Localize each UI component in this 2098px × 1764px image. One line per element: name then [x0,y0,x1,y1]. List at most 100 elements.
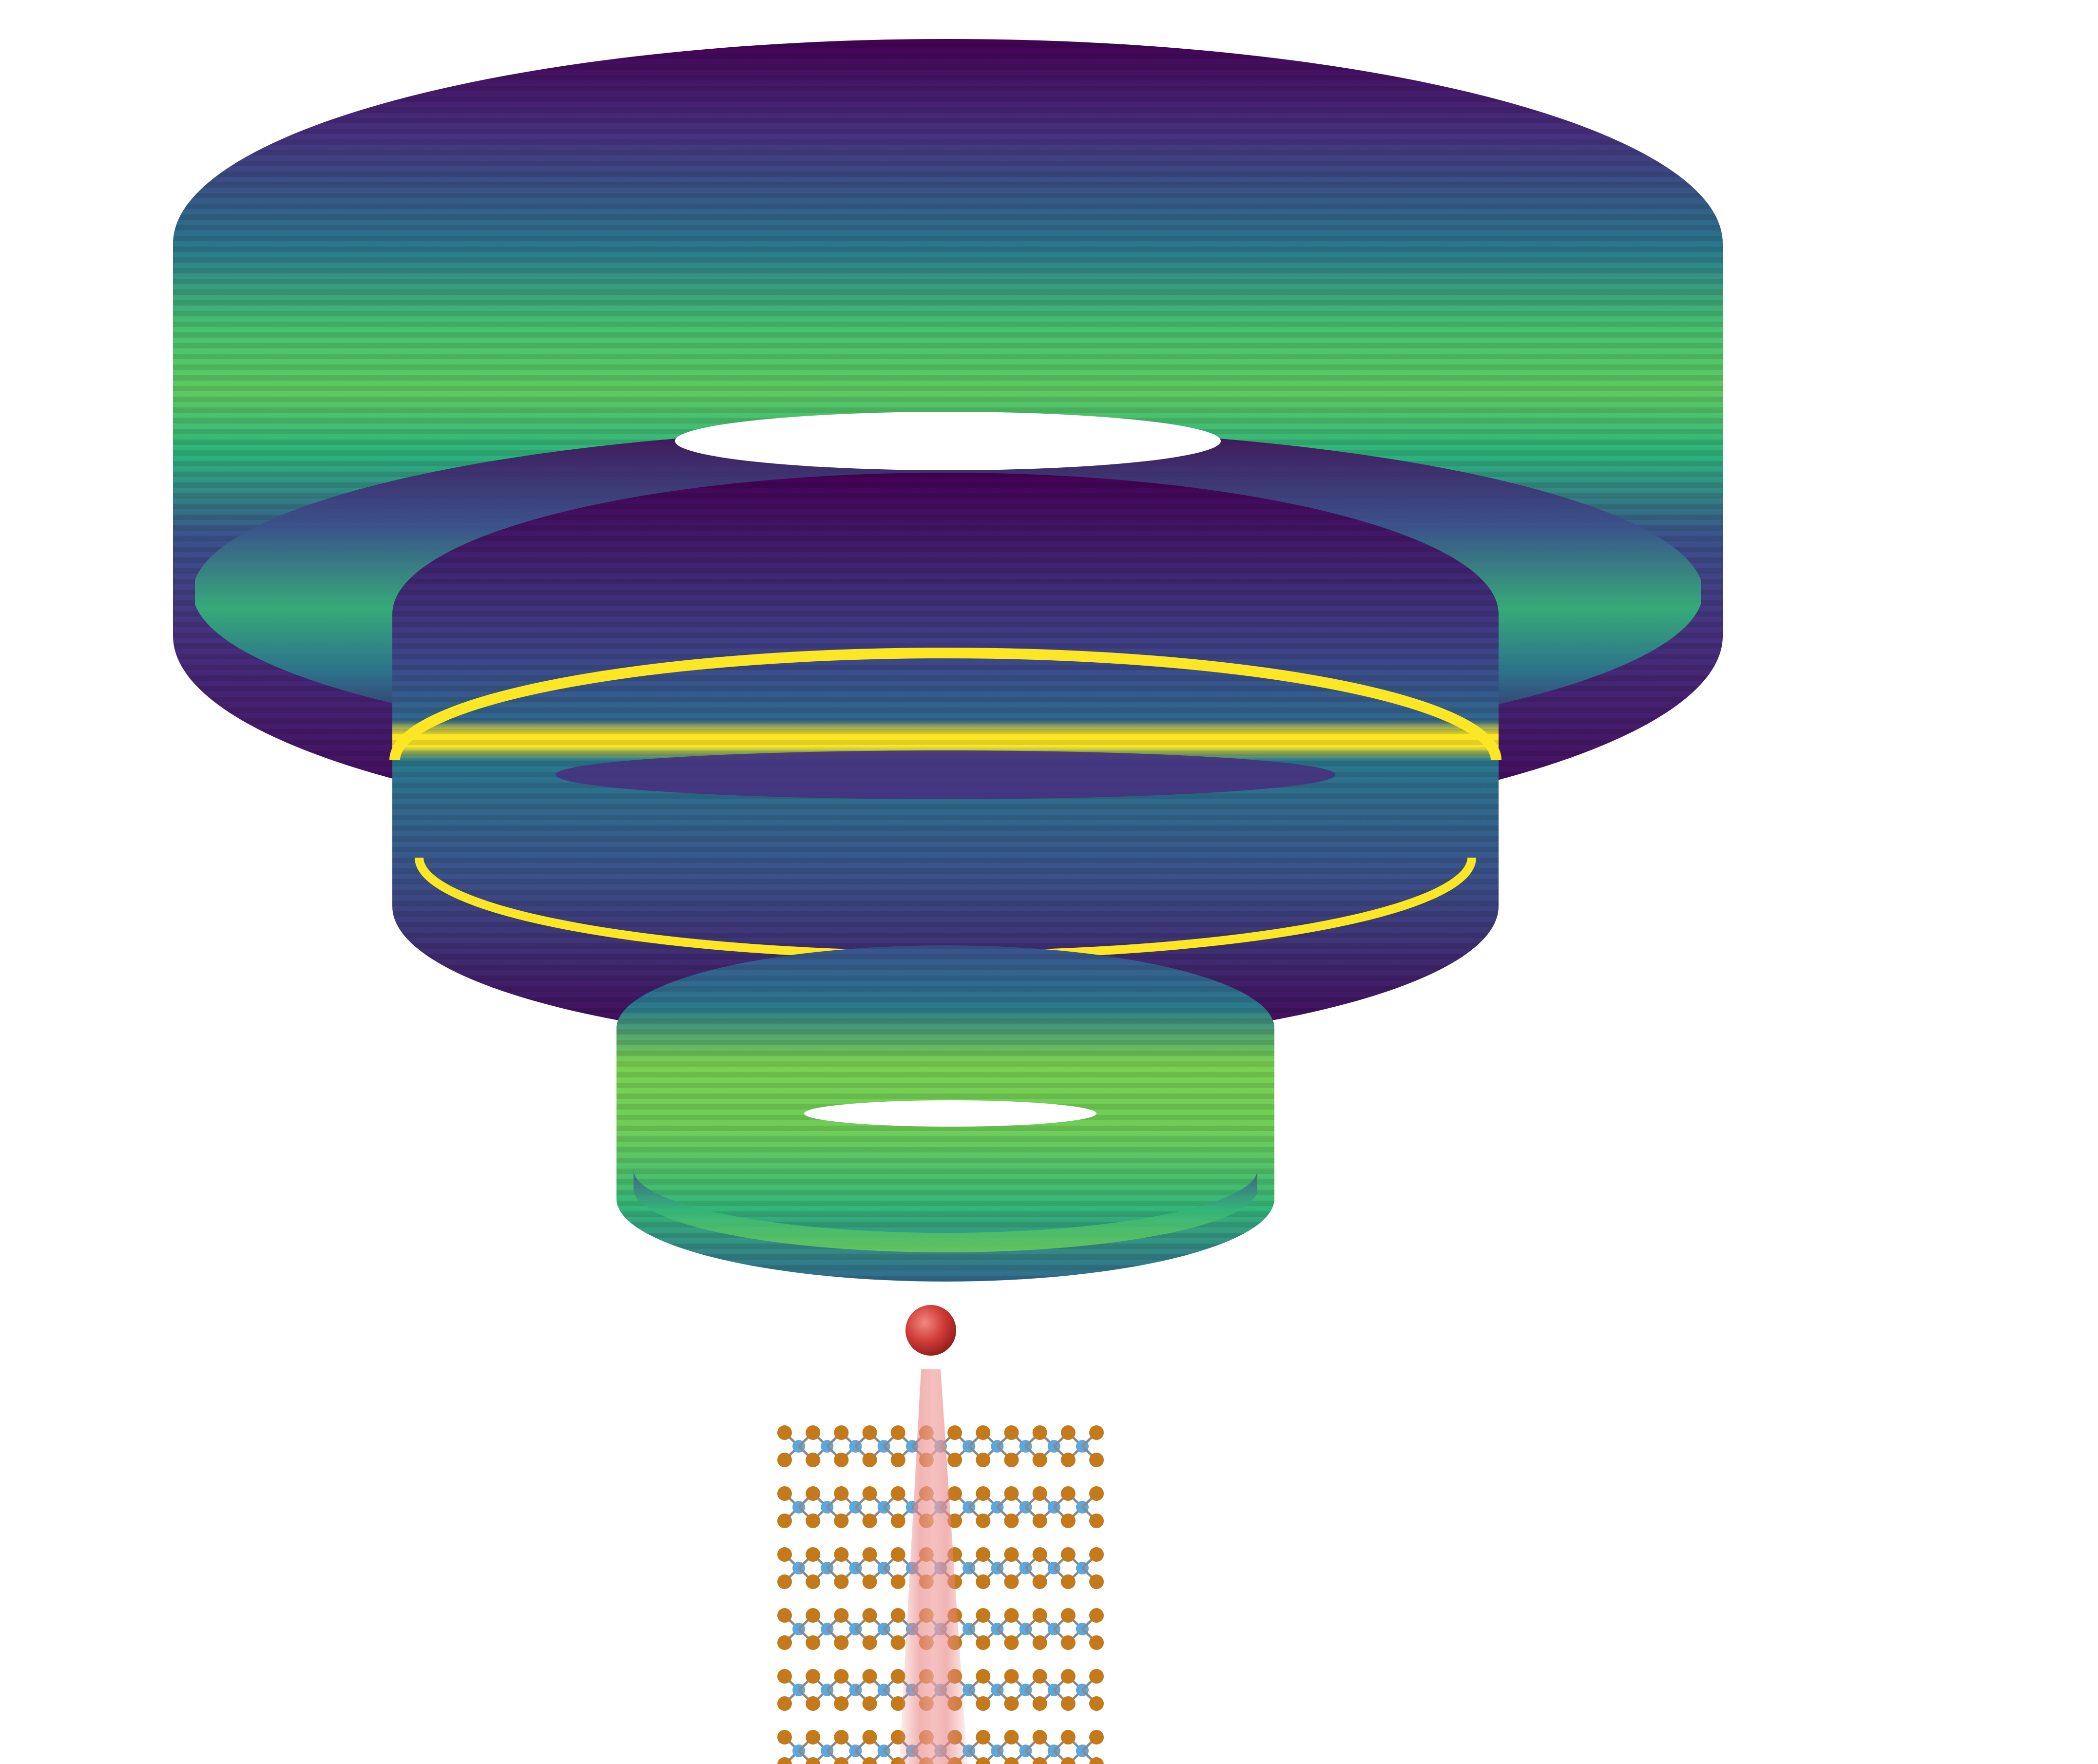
metal-atom [1089,1696,1104,1711]
metal-atom [862,1425,877,1440]
metal-atom [976,1608,991,1623]
outer-ring-opening [675,412,1221,470]
metal-atom [890,1608,905,1623]
metal-atom [1004,1574,1019,1589]
metal-atom [834,1757,849,1764]
metal-atom [890,1453,905,1467]
metal-atom [1089,1547,1104,1562]
metal-atom [1004,1757,1019,1764]
metal-atom [890,1486,905,1501]
metal-atom [777,1635,792,1650]
metal-atom [862,1486,877,1501]
metal-atom [777,1730,792,1745]
particle-icon [905,1305,956,1356]
metal-atom [976,1696,991,1711]
metal-atom [806,1635,821,1650]
metal-atom [890,1635,905,1650]
metal-atom [777,1547,792,1562]
metal-atom [862,1547,877,1562]
metal-atom [1032,1547,1047,1562]
metal-atom [806,1574,821,1589]
crystal-layer [777,1486,1104,1528]
metal-atom [976,1514,991,1528]
middle-ring-bright-line [389,648,1501,761]
metal-atom [862,1757,877,1764]
metal-atom [1060,1425,1076,1440]
inner-ring-opening [804,1100,1097,1127]
metal-atom [1089,1425,1104,1440]
metal-atom [1032,1757,1047,1764]
metal-atom [1032,1608,1047,1623]
crystal-layer [777,1547,1104,1589]
metal-atom [777,1574,792,1589]
metal-atom [1060,1608,1076,1623]
metal-atom [976,1635,991,1650]
metal-atom [1004,1486,1019,1501]
metal-atom [1089,1608,1104,1623]
metal-atom [834,1547,849,1562]
metal-atom [862,1608,877,1623]
metal-atom [777,1757,792,1764]
metal-atom [1004,1514,1019,1528]
metal-atom [1060,1574,1076,1589]
metal-atom [834,1669,849,1684]
metal-atom [862,1514,877,1528]
metal-atom [1032,1635,1047,1650]
metal-atom [1004,1669,1019,1684]
metal-atom [806,1669,821,1684]
metal-atom [976,1730,991,1745]
metal-atom [890,1425,905,1440]
metal-atom [976,1574,991,1589]
metal-atom [976,1757,991,1764]
metal-atom [806,1425,821,1440]
metal-atom [834,1608,849,1623]
metal-atom [1032,1669,1047,1684]
metal-atom [834,1696,849,1711]
metal-atom [806,1514,821,1528]
metal-atom [976,1425,991,1440]
metal-atom [1089,1574,1104,1589]
metal-atom [777,1696,792,1711]
metal-atom [1032,1574,1047,1589]
metal-atom [1060,1635,1076,1650]
metal-atom [806,1453,821,1467]
beam-icon [899,1369,967,1764]
metal-atom [976,1547,991,1562]
metal-atom [1004,1425,1019,1440]
inner-ring-inner-wall [634,1170,1257,1252]
metal-atom [1089,1453,1104,1467]
metal-atom [1032,1453,1047,1467]
metal-atom [834,1486,849,1501]
metal-atom [976,1669,991,1684]
metal-atom [890,1547,905,1562]
metal-atom [862,1635,877,1650]
middle-ring [389,473,1501,1048]
metal-atom [834,1730,849,1745]
metal-atom [947,1486,962,1501]
metal-atom [1004,1547,1019,1562]
metal-atom [947,1453,962,1467]
metal-atom [1089,1669,1104,1684]
metal-atom [1060,1486,1076,1501]
metal-atom [862,1696,877,1711]
metal-atom [777,1608,792,1623]
metal-atom [806,1730,821,1745]
metal-atom [1032,1696,1047,1711]
middle-ring-opening-shadow [556,750,1335,799]
metal-atom [890,1669,905,1684]
metal-atom [834,1453,849,1467]
metal-atom [862,1574,877,1589]
metal-atom [1060,1696,1076,1711]
metal-atom [1032,1514,1047,1528]
metal-atom [976,1453,991,1467]
metal-atom [834,1514,849,1528]
metal-atom [777,1669,792,1684]
metal-atom [1060,1547,1076,1562]
metal-atom [1089,1635,1104,1650]
metal-atom [1004,1453,1019,1467]
metal-atom [1089,1486,1104,1501]
metal-atom [777,1425,792,1440]
metal-atom [834,1574,849,1589]
metal-atom [1004,1608,1019,1623]
metal-atom [777,1514,792,1528]
